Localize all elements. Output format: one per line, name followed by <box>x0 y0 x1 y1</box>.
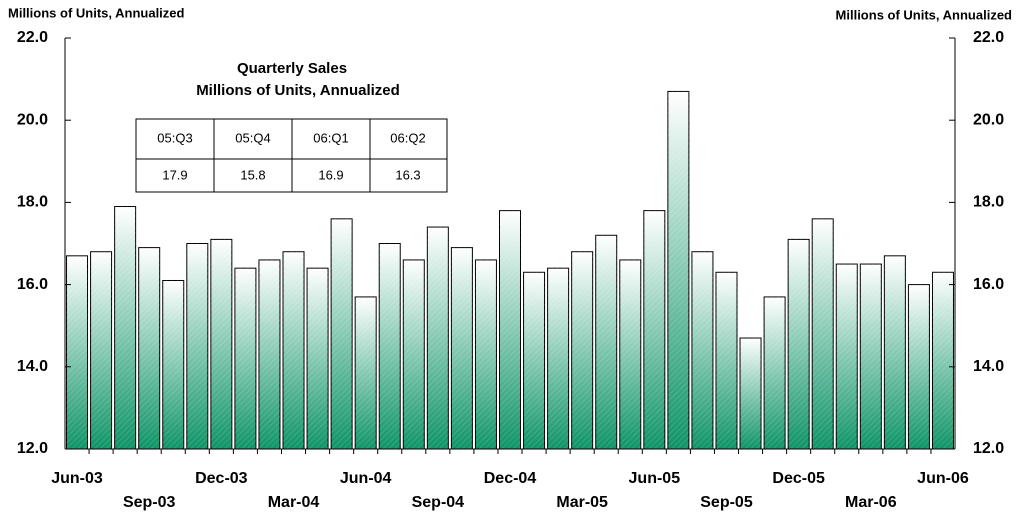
y2-tick-label: 18.0 <box>973 194 1004 211</box>
x-tick-label: Jun-05 <box>629 470 681 487</box>
y2-tick-label: 14.0 <box>973 358 1004 375</box>
y-tick-label: 20.0 <box>17 111 48 128</box>
y2-tick-label: 12.0 <box>973 440 1004 457</box>
bar-hatch <box>138 247 160 449</box>
summary-table: Quarterly Sales Millions of Units, Annua… <box>135 60 448 193</box>
bar-hatch <box>932 272 954 449</box>
table-value: 15.8 <box>240 167 265 182</box>
table-header: 05:Q4 <box>235 130 270 145</box>
x-tick-label: Mar-05 <box>556 494 608 511</box>
bar-hatch <box>258 259 280 449</box>
bar-hatch <box>571 251 593 449</box>
x-tick-label: Dec-03 <box>195 470 248 487</box>
x-tick-label: Mar-04 <box>268 494 320 511</box>
y-tick-label: 16.0 <box>17 276 48 293</box>
bar-hatch <box>331 218 353 449</box>
bar-hatch <box>114 206 136 449</box>
x-tick-label: Sep-05 <box>700 494 753 511</box>
bar-hatch <box>691 251 713 449</box>
bar-hatch <box>355 296 377 449</box>
table-title: Quarterly Sales <box>237 60 347 77</box>
bar-hatch <box>427 227 449 449</box>
bar-hatch <box>908 284 930 449</box>
bar-hatch <box>499 210 521 449</box>
y-tick-label: 22.0 <box>17 29 48 46</box>
bar-hatch <box>451 247 473 449</box>
table-header: 06:Q1 <box>313 130 348 145</box>
x-tick-label: Sep-04 <box>412 494 465 511</box>
x-tick-label: Dec-04 <box>484 470 537 487</box>
x-tick-label: Mar-06 <box>845 494 897 511</box>
y2-tick-label: 20.0 <box>973 111 1004 128</box>
bar-hatch <box>379 243 401 449</box>
table-header: 05:Q3 <box>157 130 192 145</box>
y2-axis-title: Millions of Units, Annualized <box>836 7 1013 22</box>
y2-tick-label: 22.0 <box>973 29 1004 46</box>
bar-hatch <box>788 239 810 449</box>
table-value: 16.3 <box>395 167 420 182</box>
bar-hatch <box>764 296 786 449</box>
bar-hatch <box>66 255 88 449</box>
bar-hatch <box>595 235 617 449</box>
x-tick-label: Jun-06 <box>917 470 969 487</box>
bar-hatch <box>619 259 641 449</box>
bar-hatch <box>884 255 906 449</box>
y-tick-label: 12.0 <box>17 440 48 457</box>
bar-hatch <box>740 338 762 449</box>
y-tick-label: 18.0 <box>17 194 48 211</box>
table-subtitle: Millions of Units, Annualized <box>196 82 400 99</box>
bar-hatch <box>523 272 545 449</box>
bar-hatch <box>403 259 425 449</box>
bar-hatch <box>860 264 882 449</box>
bar-hatch <box>210 239 232 449</box>
bar-hatch <box>475 259 497 449</box>
bar-hatch <box>90 251 112 449</box>
x-tick-label: Dec-05 <box>772 470 825 487</box>
bar-hatch <box>547 268 569 449</box>
bar-hatch <box>162 280 184 449</box>
x-tick-label: Sep-03 <box>123 494 176 511</box>
bar-hatch <box>667 91 689 450</box>
y-axis-title: Millions of Units, Annualized <box>8 5 185 20</box>
x-tick-label: Jun-03 <box>51 470 103 487</box>
bar-hatch <box>715 272 737 449</box>
bars <box>66 90 954 450</box>
bar-hatch <box>186 243 208 449</box>
bar-hatch <box>812 218 834 449</box>
x-tick-label: Jun-04 <box>340 470 392 487</box>
bar-hatch <box>234 268 256 449</box>
bar-hatch <box>643 210 665 449</box>
bar-hatch <box>283 251 305 449</box>
table-header: 06:Q2 <box>390 130 425 145</box>
y2-tick-label: 16.0 <box>973 276 1004 293</box>
bar-hatch <box>836 264 858 449</box>
table-value: 16.9 <box>318 167 343 182</box>
table-value: 17.9 <box>162 167 187 182</box>
y-tick-label: 14.0 <box>17 358 48 375</box>
bar-hatch <box>307 268 329 449</box>
